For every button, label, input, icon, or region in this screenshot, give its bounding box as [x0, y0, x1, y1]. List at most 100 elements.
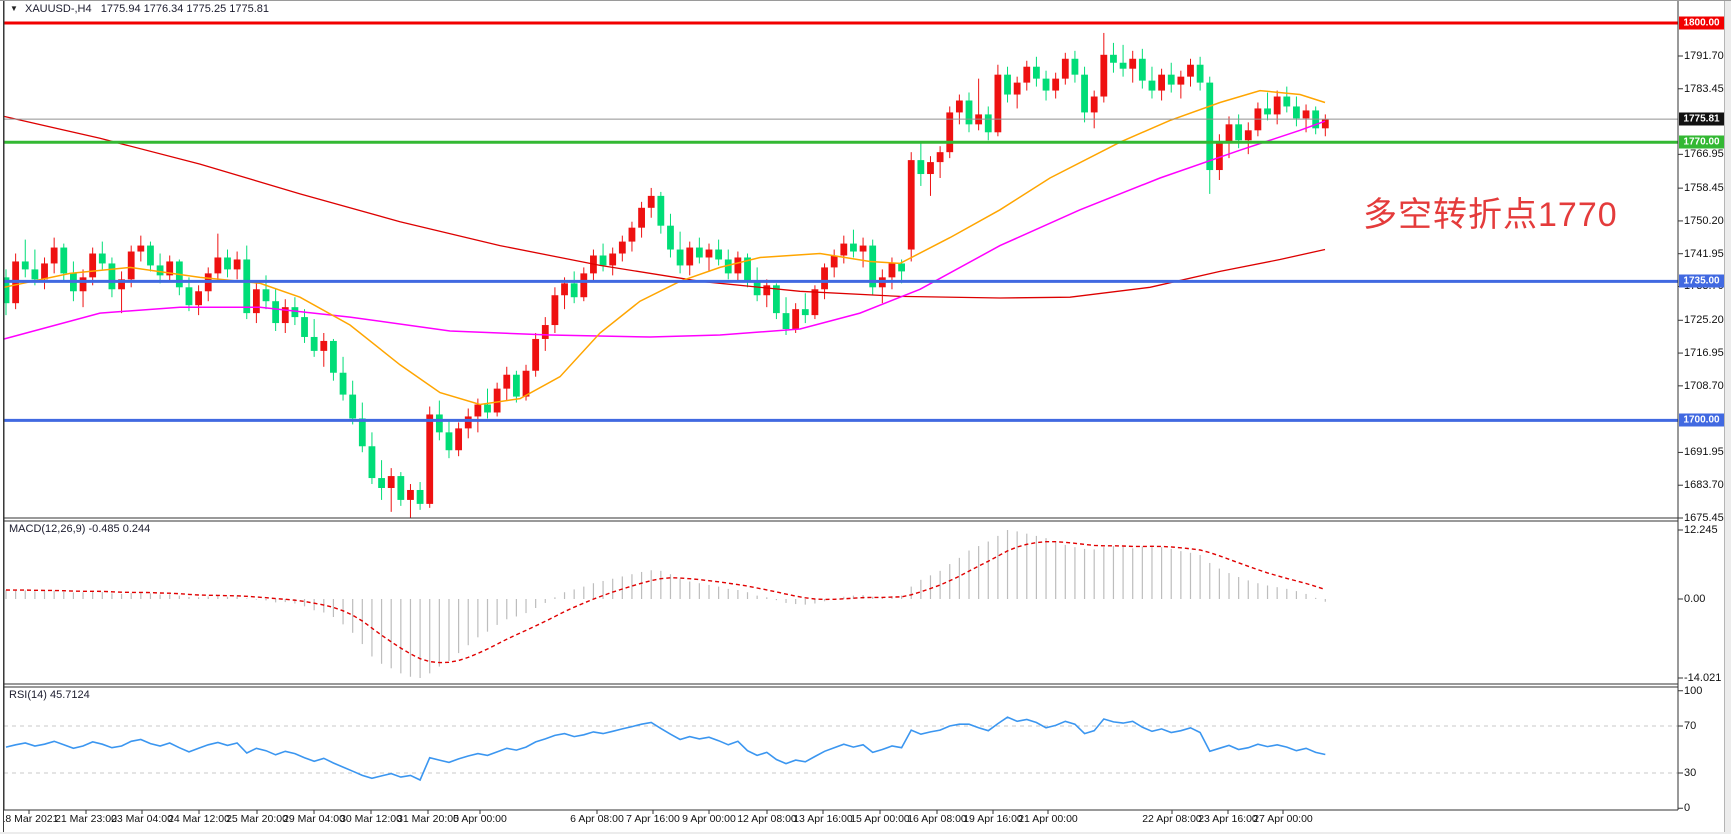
candle-body [31, 269, 39, 280]
price-axis-label: 0 [1684, 802, 1691, 815]
candle-body [503, 374, 511, 389]
candle-body [310, 336, 318, 351]
candle-body [599, 255, 607, 266]
chart-title: ▼ XAUUSD-,H4 1775.94 1776.34 1775.25 177… [10, 3, 269, 15]
moving-average-line [3, 89, 1326, 406]
price-axis-label: 1750.20 [1684, 214, 1724, 227]
candle-body [89, 253, 97, 278]
time-axis-label: 31 Mar 20:00 [397, 813, 459, 825]
time-axis-label: 21 Apr 00:00 [1018, 813, 1078, 825]
time-axis-label: 6 Apr 08:00 [570, 813, 624, 825]
time-axis-label: 22 Apr 08:00 [1142, 813, 1202, 825]
candle-body [127, 251, 135, 280]
price-axis-label: 1716.95 [1684, 347, 1724, 360]
price-axis-label: 12.245 [1684, 524, 1718, 536]
price-badge: 1770.00 [1679, 135, 1724, 149]
candle-body [984, 114, 992, 133]
candle-body [349, 394, 357, 419]
candle-body [214, 257, 222, 274]
candle-body [676, 249, 684, 266]
price-axis-label: 1683.70 [1684, 479, 1724, 492]
candle-body [455, 428, 463, 451]
candle-body [618, 241, 626, 254]
candle-body [493, 388, 501, 413]
candle-body [686, 247, 694, 266]
candle-body [330, 340, 337, 373]
time-axis-label: 24 Mar 12:00 [168, 813, 230, 825]
candle-body [1273, 96, 1281, 115]
candle-body [734, 257, 742, 274]
price-axis-label: 30 [1684, 767, 1697, 779]
candle-body [1264, 108, 1271, 115]
candle-body [41, 263, 48, 280]
candle-body [570, 283, 578, 298]
time-axis-label: 30 Mar 12:00 [340, 813, 402, 825]
candle-body [387, 476, 395, 488]
chinese-annotation-text: 多空转折点1770 [1363, 196, 1618, 234]
candle-body [561, 283, 568, 296]
ohlc-summary-label: 1775.94 1776.34 1775.25 1775.81 [100, 3, 270, 15]
moving-average-line [3, 115, 1326, 299]
rsi-line [5, 716, 1326, 782]
candle-body [888, 263, 896, 278]
time-axis-label: 29 Mar 04:00 [283, 813, 345, 825]
candle-body [898, 263, 905, 272]
candle-body [955, 100, 963, 113]
candle-body [1042, 78, 1050, 91]
price-axis-label: 70 [1684, 720, 1697, 732]
price-axis-label: -14.021 [1684, 671, 1722, 684]
time-axis[interactable]: 18 Mar 2021 21 Mar 23:00 23 Mar 04:00 24 Ma… [0, 813, 1724, 831]
candle-body [1293, 106, 1300, 119]
price-axis-label: 1741.95 [1684, 247, 1724, 260]
candle-body [753, 281, 761, 296]
time-axis-label: 5 Apr 00:00 [453, 813, 507, 825]
dropdown-triangle-icon[interactable]: ▼ [10, 4, 18, 13]
candle-body [638, 207, 645, 228]
price-axis-label: 1783.45 [1684, 82, 1724, 95]
candle-body [512, 374, 520, 397]
candle-body [830, 255, 838, 268]
time-axis-label: 12 Apr 08:00 [737, 813, 797, 825]
macd-signal-line [5, 541, 1326, 664]
candle-body [339, 372, 347, 395]
candle-body [426, 414, 434, 504]
candle-body [965, 100, 973, 125]
candle-body [1177, 76, 1185, 85]
candle-body [147, 245, 154, 266]
candle-body [1013, 82, 1021, 95]
candle-body [1100, 54, 1108, 97]
candle-body [50, 247, 58, 264]
candle-body [1119, 62, 1127, 69]
candle-body [946, 112, 954, 153]
candle-body [1081, 74, 1088, 113]
candle-body [1138, 58, 1146, 81]
candle-body [1283, 96, 1291, 107]
candle-body [1023, 66, 1031, 83]
candle-body [763, 285, 771, 296]
candle-body [532, 338, 540, 371]
candle-body [108, 263, 116, 290]
candle-body [792, 309, 800, 330]
candle-body [368, 446, 376, 479]
candle-body [378, 478, 385, 488]
price-axis[interactable]: 1791.70 1783.45 1766.95 1758.45 1750.20 1741.… [1678, 1, 1724, 831]
price-badge: 1775.81 [1679, 112, 1724, 126]
candle-body [60, 247, 68, 274]
candle-body [657, 195, 665, 226]
candle-body [907, 160, 915, 250]
candle-body [98, 253, 106, 264]
price-axis-label: 1675.45 [1684, 511, 1724, 524]
candle-body [281, 307, 289, 324]
price-axis-label: 1791.70 [1684, 49, 1724, 62]
candle-body [464, 416, 472, 429]
price-axis-label: 0.00 [1684, 593, 1706, 605]
candle-body [869, 245, 877, 288]
candle-body [1196, 64, 1204, 83]
candle-body [397, 476, 405, 500]
candle-body [773, 285, 780, 314]
candle-body [1158, 74, 1165, 91]
time-axis-label: 23 Apr 16:00 [1198, 813, 1258, 825]
time-axis-label: 9 Apr 00:00 [682, 813, 736, 825]
candle-body [291, 307, 299, 318]
